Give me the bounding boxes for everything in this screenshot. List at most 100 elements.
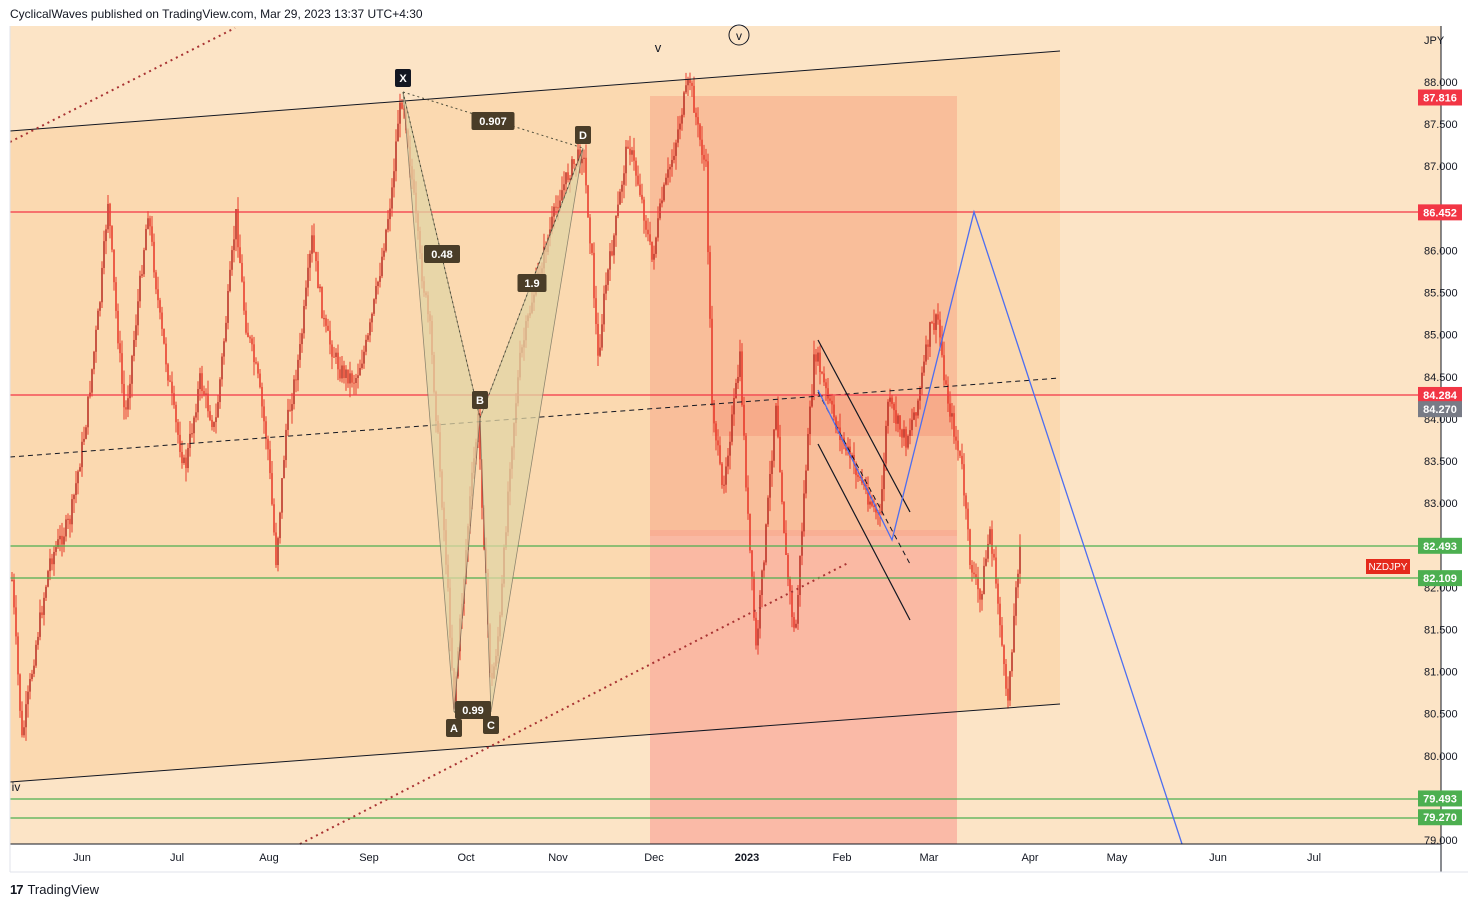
candle-body	[743, 404, 745, 436]
candle-body	[719, 445, 721, 464]
candle-body	[63, 536, 65, 545]
candle-body	[313, 235, 315, 252]
candle-body	[169, 380, 171, 382]
candle-body	[69, 518, 71, 525]
candle-body	[983, 565, 985, 595]
candle-body	[253, 344, 255, 363]
candle-body	[399, 102, 401, 124]
x-tick-label: Mar	[920, 852, 939, 864]
candle-body	[849, 446, 851, 458]
candle-body	[31, 673, 33, 680]
candle-body	[603, 293, 605, 325]
price-label: 84.270	[1423, 404, 1457, 416]
candle-body	[325, 318, 327, 326]
candle-body	[311, 235, 313, 254]
candle-body	[235, 209, 237, 240]
candle-body	[177, 422, 179, 435]
candle-body	[147, 218, 149, 229]
candle-body	[341, 365, 343, 379]
candle-body	[577, 149, 579, 165]
y-tick-label: 83.000	[1424, 498, 1458, 510]
candle-body	[131, 355, 133, 384]
candle-body	[811, 395, 813, 407]
candle-body	[557, 207, 559, 209]
candle-body	[333, 356, 335, 358]
candle-body	[873, 505, 875, 507]
wave-label-iv: iv	[12, 780, 21, 794]
candle-body	[613, 235, 615, 256]
y-tick-label: 87.500	[1424, 119, 1458, 131]
candle-body	[731, 414, 733, 442]
price-label-bg	[1418, 401, 1462, 418]
candle-body	[479, 414, 481, 460]
candle-body	[105, 229, 107, 242]
candle-body	[119, 343, 121, 354]
candle-body	[191, 433, 193, 435]
candle-body	[779, 436, 781, 473]
candle-body	[273, 504, 275, 533]
candle-body	[693, 85, 695, 113]
candle-body	[57, 539, 59, 548]
candle-body	[323, 318, 325, 320]
candle-body	[295, 379, 297, 381]
candle-body	[247, 332, 249, 338]
candle-body	[831, 400, 833, 405]
y-tick-label: 88.000	[1424, 77, 1458, 89]
wave-label-v-circled: v	[736, 29, 742, 43]
candle-body	[943, 355, 945, 381]
candle-body	[25, 704, 27, 728]
price-label: 82.109	[1423, 573, 1457, 585]
ratio-labels: 0.907 0.48 1.9 0.99	[424, 112, 547, 719]
candle-body	[283, 460, 285, 479]
price-label-bg	[1418, 537, 1462, 554]
candle-body	[307, 267, 309, 288]
candle-body	[1001, 625, 1003, 646]
candle-body	[55, 547, 57, 552]
candle-body	[639, 184, 641, 195]
candle-body	[647, 229, 649, 235]
candle-body	[563, 184, 565, 191]
candle-body	[801, 531, 803, 556]
candle-body	[835, 417, 837, 429]
candle-body	[687, 79, 689, 86]
candle-body	[663, 184, 665, 201]
x-tick-label: 2023	[735, 852, 759, 864]
candle-body	[355, 378, 357, 384]
y-tick-label: 79.000	[1424, 835, 1458, 847]
candle-body	[263, 406, 265, 422]
candle-body	[755, 617, 757, 646]
candle-body	[281, 478, 283, 513]
candle-body	[781, 472, 783, 503]
candle-body	[621, 184, 623, 192]
desc-channel-mid	[817, 391, 911, 565]
candle-body	[987, 543, 989, 559]
candle-body	[383, 250, 385, 257]
candle-body	[315, 251, 317, 262]
pattern-point-label: D	[579, 130, 587, 142]
candle-body	[103, 241, 105, 268]
candle-body	[219, 379, 221, 403]
candle-body	[153, 241, 155, 273]
candle-body	[171, 381, 173, 394]
candle-body	[995, 557, 997, 584]
candle-body	[135, 325, 137, 340]
candle-body	[331, 344, 333, 357]
candle-body	[37, 636, 39, 645]
ratio-label-bg	[517, 274, 547, 292]
candle-body	[803, 493, 805, 532]
candle-body	[61, 535, 63, 545]
candle-body	[285, 429, 287, 461]
candle-body	[45, 586, 47, 598]
candle-body	[201, 373, 203, 392]
candle-body	[883, 463, 885, 490]
candle-body	[357, 375, 359, 379]
candle-body	[595, 298, 597, 324]
candle-body	[321, 286, 323, 319]
candle-body	[955, 436, 957, 441]
x-tick-label: May	[1107, 852, 1128, 864]
candle-body	[139, 275, 141, 302]
candle-body	[209, 411, 211, 420]
candle-body	[953, 413, 955, 437]
candle-body	[733, 397, 735, 415]
